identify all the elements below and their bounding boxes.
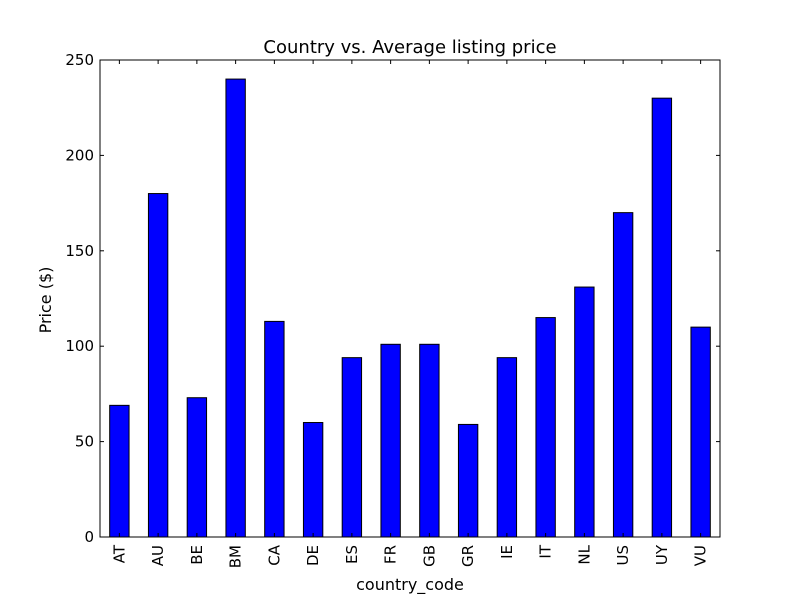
bar-nl [574,286,595,538]
bar-us [612,212,634,538]
y-tick-label-150: 150 [65,242,94,260]
bar-gb [419,343,440,538]
x-axis-label: country_code [356,575,464,595]
x-tick-label-us: US [614,545,632,566]
plot-frame [99,59,721,538]
y-tick-label-250: 250 [65,51,94,69]
x-tick-label-au: AU [149,545,167,566]
x-tick-label-ca: CA [265,544,283,565]
x-tick-label-ie: IE [498,545,516,559]
bar-ca [264,320,285,538]
x-tick-label-de: DE [304,545,322,566]
bar-es [341,357,363,538]
bar-bm [225,78,246,538]
bars-group [109,78,711,538]
ticks-group: AT AU BE BM CA DE ES FR GB GR IE IT NL US UY VU 0 50 100 15… [65,51,720,568]
x-tick-label-it: IT [537,544,555,558]
y-tick-label-200: 200 [65,146,94,164]
y-tick-label-100: 100 [65,337,94,355]
x-tick-label-bm: BM [227,545,245,568]
x-tick-label-be: BE [188,545,206,565]
bar-it [535,317,556,538]
bar-uy [651,97,673,538]
y-tick-label-0: 0 [84,528,94,546]
bar-ie [496,357,518,538]
bar-at [109,404,130,538]
bar-gr [457,423,479,538]
x-tick-label-fr: FR [382,545,400,564]
x-tick-label-at: AT [110,544,128,563]
x-tick-label-uy: UY [653,544,671,565]
x-tick-label-gb: GB [420,545,438,567]
bar-be [186,397,208,538]
x-tick-label-gr: GR [459,545,477,567]
bar-fr [380,343,401,538]
bar-vu [690,326,711,538]
y-tick-label-50: 50 [75,433,94,451]
bar-au [147,193,169,538]
y-axis-label: Price ($) [36,267,55,334]
x-tick-label-vu: VU [692,545,710,566]
bar-de [302,422,324,538]
chart-title: Country vs. Average listing price [263,37,556,58]
x-tick-label-es: ES [343,545,361,564]
x-tick-label-nl: NL [575,544,593,564]
